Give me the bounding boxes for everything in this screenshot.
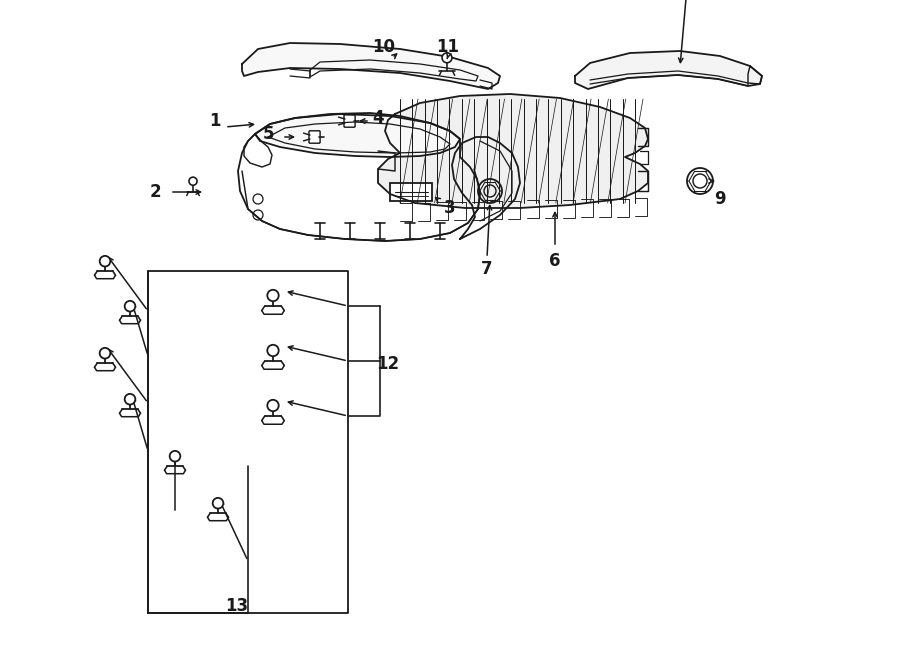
- Text: 12: 12: [376, 355, 400, 373]
- Text: 9: 9: [715, 190, 725, 208]
- Circle shape: [100, 256, 111, 266]
- Text: 13: 13: [225, 597, 248, 615]
- Circle shape: [125, 301, 135, 311]
- Text: 7: 7: [482, 260, 493, 278]
- Circle shape: [212, 498, 223, 508]
- Text: 6: 6: [549, 252, 561, 270]
- Polygon shape: [255, 113, 460, 157]
- Circle shape: [267, 345, 279, 356]
- Text: 11: 11: [436, 38, 460, 56]
- Circle shape: [170, 451, 180, 461]
- Circle shape: [267, 400, 279, 411]
- FancyBboxPatch shape: [344, 115, 356, 127]
- Text: 2: 2: [149, 183, 161, 201]
- Text: 4: 4: [373, 109, 383, 127]
- Circle shape: [267, 290, 279, 301]
- Bar: [390, 183, 432, 201]
- Circle shape: [100, 348, 111, 358]
- Text: 10: 10: [373, 38, 395, 56]
- Circle shape: [442, 53, 452, 63]
- Circle shape: [189, 177, 197, 185]
- Polygon shape: [242, 43, 500, 89]
- Polygon shape: [575, 51, 762, 89]
- FancyBboxPatch shape: [309, 131, 320, 143]
- Circle shape: [125, 394, 135, 405]
- Text: 5: 5: [262, 125, 274, 143]
- Polygon shape: [378, 94, 648, 208]
- Text: 3: 3: [445, 199, 455, 217]
- Text: 1: 1: [209, 112, 220, 130]
